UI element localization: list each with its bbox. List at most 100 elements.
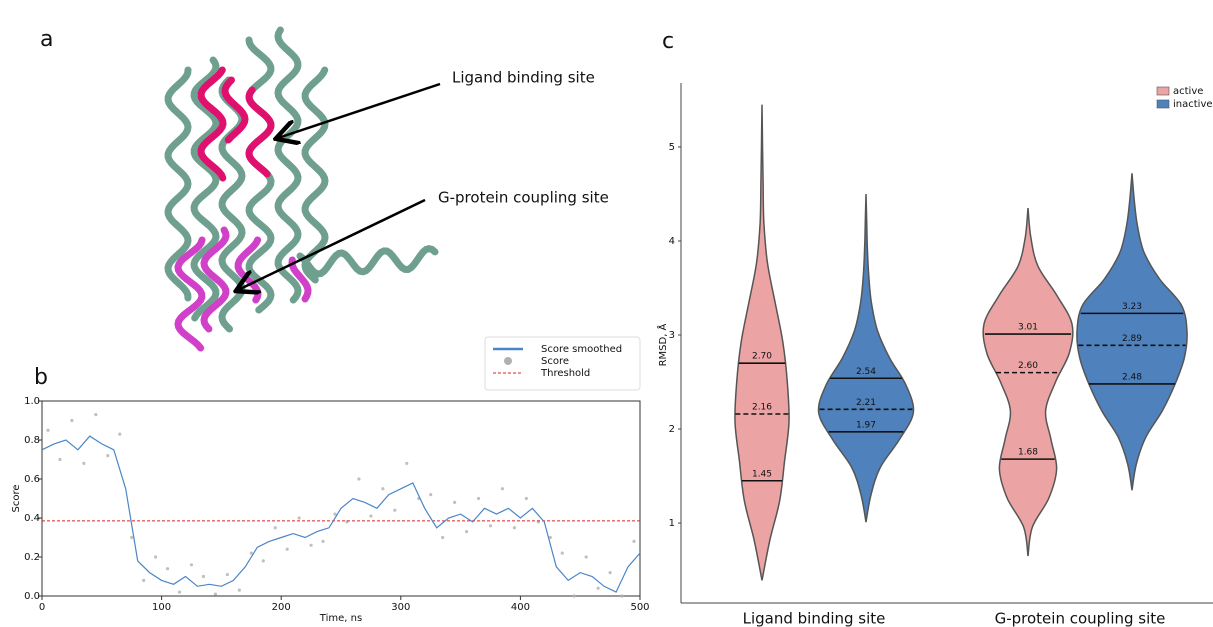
score-point	[620, 594, 624, 598]
score-point	[58, 457, 62, 462]
y-tick-label: 1	[669, 518, 675, 529]
x-tick-label: 300	[391, 602, 410, 613]
x-tick-label: 100	[152, 602, 171, 613]
x-tick-label: 400	[511, 602, 530, 613]
helix	[274, 26, 302, 304]
arrow	[238, 198, 426, 290]
x-tick-label: 0	[39, 602, 45, 613]
score-point	[130, 535, 134, 540]
score-point	[201, 574, 206, 579]
legend-label: Score	[541, 356, 569, 367]
x-tick-label: 500	[630, 602, 649, 613]
score-point	[46, 428, 50, 432]
score-point	[154, 555, 158, 559]
arrow	[278, 82, 441, 138]
score-point	[309, 543, 313, 547]
annotation: Ligand binding site	[452, 69, 595, 87]
y-tick-label: 4	[669, 236, 675, 247]
violin	[817, 193, 915, 523]
quartile-label: 3.01	[1018, 323, 1038, 333]
score-point	[142, 578, 146, 583]
score-point	[429, 493, 433, 497]
helix	[301, 66, 329, 284]
score-point	[560, 551, 564, 555]
quartile-label: 2.21	[856, 398, 876, 408]
quartile-label: 1.97	[856, 420, 876, 430]
annotation: G-protein coupling site	[438, 189, 609, 207]
y-tick-label: 1.0	[24, 396, 40, 407]
score-point	[273, 526, 277, 530]
y-tick-label: 5	[669, 142, 675, 153]
score-point	[381, 487, 385, 491]
helix	[174, 236, 206, 352]
panel-label: b	[34, 365, 48, 390]
score-point	[488, 524, 493, 528]
score-point	[464, 530, 469, 534]
violin	[1076, 173, 1188, 491]
y-axis-label: Score	[11, 484, 22, 512]
x-axis-label: Time, ns	[319, 613, 362, 624]
y-tick-label: 0.2	[24, 552, 40, 563]
score-point	[70, 418, 74, 423]
y-tick-label: 0.8	[24, 435, 40, 446]
quartile-label: 2.16	[752, 402, 772, 412]
helix	[221, 76, 249, 144]
quartile-label: 1.45	[752, 469, 772, 479]
legend-label: active	[1173, 86, 1203, 97]
score-point	[82, 461, 86, 465]
y-tick-label: 2	[669, 424, 675, 435]
score-point	[357, 477, 361, 481]
y-axis-label: RMSD, Å	[656, 323, 669, 366]
score-point	[106, 454, 110, 458]
panel-label: a	[40, 27, 53, 52]
helix	[164, 66, 192, 302]
x-tick-label: G-protein coupling site	[995, 610, 1166, 627]
score-point	[500, 487, 505, 491]
legend-swatch	[1156, 86, 1170, 96]
score-point	[249, 551, 253, 555]
score-point	[369, 514, 373, 518]
score-point	[441, 535, 445, 540]
score-point	[608, 571, 612, 575]
score-point	[393, 508, 397, 512]
quartile-label: 1.68	[1018, 448, 1038, 458]
y-tick-label: 3	[669, 330, 675, 341]
score-point	[512, 526, 517, 530]
quartile-label: 2.54	[856, 367, 876, 377]
score-point	[584, 555, 588, 559]
helix	[245, 86, 275, 178]
score-point	[548, 535, 552, 540]
score-point	[225, 572, 229, 577]
score-point	[333, 512, 337, 516]
score-point	[476, 496, 481, 501]
y-tick-label: 0.0	[24, 591, 40, 602]
protein-structure	[164, 26, 439, 352]
helix	[190, 56, 220, 322]
score-point	[189, 563, 194, 567]
score-point	[572, 594, 576, 598]
legend-box	[484, 336, 641, 391]
legend-label: Threshold	[540, 368, 590, 379]
score-point	[453, 500, 457, 504]
score-point	[285, 547, 289, 551]
quartile-label: 3.23	[1122, 302, 1142, 312]
quartile-label: 2.48	[1122, 372, 1142, 382]
score-point	[297, 516, 301, 520]
quartile-label: 2.60	[1018, 361, 1038, 371]
score-point	[405, 461, 409, 465]
score-point	[632, 539, 636, 544]
score-point	[118, 432, 122, 436]
legend-label: Score smoothed	[541, 344, 622, 355]
legend-label: inactive	[1173, 99, 1213, 110]
score-point	[596, 586, 600, 590]
score-point	[213, 592, 218, 596]
violin	[734, 104, 790, 581]
violin	[982, 208, 1074, 557]
score-point	[237, 588, 241, 592]
helix	[197, 66, 227, 182]
score-point	[261, 559, 265, 563]
legend-swatch	[1156, 99, 1170, 109]
y-tick-label: 0.4	[24, 513, 40, 524]
score-point	[165, 567, 170, 571]
